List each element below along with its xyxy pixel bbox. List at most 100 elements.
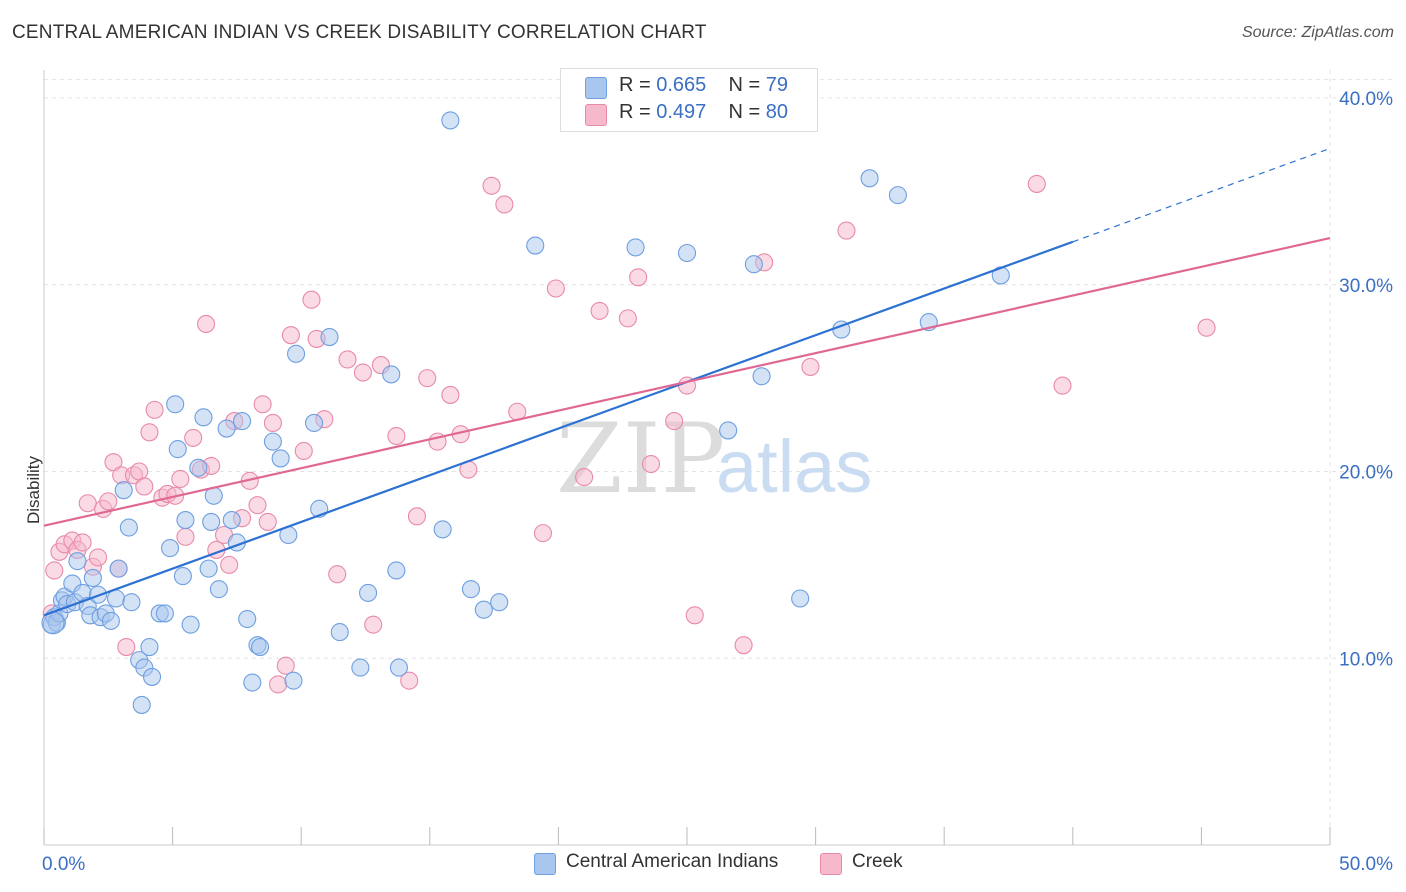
creek-point: [176, 527, 195, 546]
central-american-indian-point: [194, 408, 213, 427]
central-american-indian-point: [142, 667, 162, 686]
creek-point: [1053, 376, 1072, 395]
central-american-indian-point: [744, 255, 763, 274]
creek-point: [99, 492, 118, 511]
correlation-legend: R = 0.665 N = 79 R = 0.497 N = 80: [560, 68, 818, 132]
creek-point: [1197, 318, 1216, 337]
central-american-indian-point: [287, 344, 306, 363]
central-american-indian-point: [173, 567, 192, 586]
legend-swatch-pink: [585, 104, 607, 126]
creek-point: [1027, 174, 1046, 193]
creek-point: [258, 512, 277, 531]
central-american-indian-point: [122, 593, 141, 612]
legend-text: R = 0.665 N = 79: [619, 74, 788, 97]
r-label: R =: [619, 101, 657, 123]
creek-point: [276, 656, 295, 675]
legend-swatch-blue: [534, 853, 556, 875]
central-american-indian-point: [626, 238, 645, 257]
central-american-indian-point: [441, 111, 460, 130]
n-label: N =: [728, 101, 766, 123]
central-american-indian-point: [217, 419, 236, 438]
central-american-indian-point: [181, 615, 200, 634]
trendline-extension-central-american-indians: [1072, 147, 1331, 243]
creek-point: [73, 533, 92, 552]
chart-title: CENTRAL AMERICAN INDIAN VS CREEK DISABIL…: [12, 22, 707, 43]
creek-point: [302, 290, 321, 309]
creek-point: [338, 350, 357, 369]
central-american-indian-point: [160, 539, 180, 558]
creek-point: [294, 441, 313, 461]
central-american-indian-point: [271, 449, 290, 468]
central-american-indian-point: [155, 604, 174, 623]
central-american-indian-point: [232, 412, 252, 431]
creek-point: [196, 314, 216, 334]
y-tick-label: 40.0%: [1339, 89, 1393, 110]
central-american-indian-point: [209, 580, 228, 599]
creek-point: [801, 357, 820, 376]
central-american-indian-point: [490, 593, 509, 612]
legend-label: Creek: [852, 851, 903, 872]
r-value: 0.497: [656, 101, 707, 123]
n-label: N =: [728, 74, 766, 96]
creek-point: [263, 413, 282, 433]
central-american-indian-point: [860, 169, 879, 188]
n-value: 80: [765, 101, 789, 123]
creek-point: [353, 363, 372, 382]
central-american-indian-point: [389, 658, 408, 677]
central-american-indian-point: [109, 559, 128, 578]
central-american-indian-point: [526, 236, 545, 255]
creek-point: [546, 279, 565, 298]
central-american-indian-point: [382, 365, 401, 384]
creek-point: [495, 195, 514, 214]
creek-point: [533, 524, 553, 543]
creek-point: [184, 428, 203, 447]
central-american-indian-point: [166, 395, 185, 414]
creek-point: [253, 395, 272, 414]
creek-point: [140, 423, 159, 442]
creek-point: [88, 548, 108, 567]
central-american-indian-point: [359, 583, 378, 602]
creek-point: [328, 565, 347, 584]
central-american-indian-point: [238, 609, 257, 629]
creek-point: [441, 385, 460, 404]
central-american-indian-point: [222, 511, 241, 530]
central-american-indian-point: [189, 458, 208, 477]
creek-point: [145, 400, 164, 419]
creek-point: [618, 309, 637, 328]
r-label: R =: [619, 74, 657, 96]
central-american-indian-point: [132, 695, 151, 714]
central-american-indian-point: [387, 561, 406, 580]
series-legend: Central American Indians Creek: [0, 850, 1406, 880]
central-american-indian-point: [250, 637, 270, 657]
central-american-indian-point: [114, 481, 133, 500]
watermark-atlas: atlas: [716, 425, 872, 508]
watermark: ZIP atlas: [556, 403, 872, 515]
creek-point: [45, 561, 64, 580]
central-american-indian-point: [677, 243, 697, 263]
central-american-indian-point: [263, 432, 282, 451]
central-american-indian-point: [176, 511, 195, 530]
central-american-indian-point: [461, 580, 481, 599]
creek-point: [117, 637, 136, 657]
n-value: 79: [765, 74, 789, 96]
central-american-indian-point: [305, 413, 324, 433]
creek-point: [135, 477, 154, 496]
creek-point: [575, 468, 594, 487]
y-tick-label: 30.0%: [1339, 276, 1393, 297]
trendlines: [43, 147, 1331, 617]
creek-point: [418, 369, 437, 388]
central-american-indian-point: [474, 600, 493, 619]
x-tick-label: 0.0%: [42, 854, 85, 875]
creek-point: [269, 675, 288, 694]
y-tick-label: 20.0%: [1339, 463, 1393, 484]
creek-point: [837, 221, 856, 240]
creek-point: [248, 496, 267, 515]
watermark-zip: ZIP: [556, 403, 725, 515]
creek-point: [400, 671, 419, 690]
central-american-indian-point: [168, 440, 187, 459]
central-american-indian-point: [119, 518, 138, 537]
central-american-indian-point: [106, 589, 126, 608]
y-tick-label: 10.0%: [1339, 649, 1393, 670]
creek-point: [78, 494, 97, 513]
